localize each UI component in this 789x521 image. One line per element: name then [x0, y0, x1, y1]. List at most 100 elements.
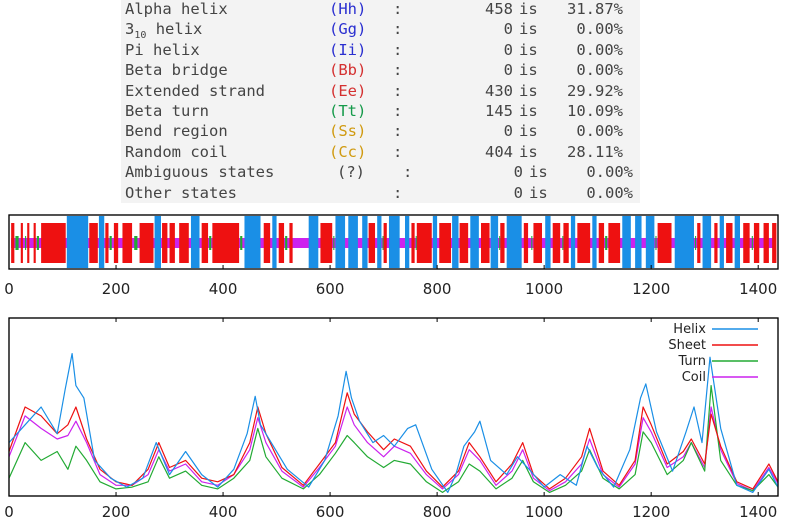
helix-segment	[622, 216, 631, 268]
stats-row: Beta bridge (Bb): 0 is 0.00%	[121, 60, 640, 80]
stats-row: Random coil (Cc): 404 is 28.11%	[121, 142, 640, 162]
residue-count: 0	[503, 122, 513, 141]
structure-name: Alpha helix	[125, 0, 228, 18]
x-tick-label: 800	[423, 280, 452, 298]
strand-segment	[743, 223, 750, 263]
stats-row: Pi helix (Ii): 0 is 0.00%	[121, 40, 640, 60]
strand-segment	[577, 223, 591, 263]
percentage: 0.00%	[576, 40, 623, 59]
legend-label-helix: Helix	[673, 322, 706, 337]
helix-segment	[645, 216, 655, 268]
turn-segment	[415, 236, 417, 250]
helix-segment	[272, 216, 277, 268]
separator-colon: :	[393, 122, 403, 141]
x-tick-label: 0	[4, 503, 14, 521]
turn-segment	[562, 236, 564, 250]
strand-segment	[439, 223, 452, 263]
structure-name: Pi helix	[125, 40, 200, 59]
strand-segment	[598, 223, 605, 263]
residue-count: 145	[485, 102, 513, 120]
separator-colon: :	[393, 183, 403, 202]
turn-segment	[531, 236, 533, 250]
stats-row: Ambiguous states (?): 0 is 0.00%	[121, 162, 640, 182]
helix-segment	[244, 216, 261, 268]
strand-segment	[289, 223, 293, 263]
separator-colon: :	[393, 20, 403, 39]
strand-segment	[563, 223, 569, 263]
percentage: 0.00%	[586, 163, 633, 182]
x-tick-label: 1000	[525, 280, 563, 298]
helix-segment	[490, 216, 499, 268]
residue-count: 0	[503, 61, 513, 80]
helix-segment	[377, 216, 382, 268]
residue-count: 0	[503, 20, 513, 39]
strand-segment	[608, 223, 621, 263]
strand-segment	[162, 223, 168, 263]
separator-colon: :	[393, 40, 403, 59]
helix-segment	[362, 216, 368, 268]
series-line-helix	[8, 353, 779, 493]
helix-segment	[335, 216, 346, 268]
structure-name: Beta bridge	[125, 61, 228, 80]
strand-segment	[212, 223, 240, 263]
separator-colon: :	[393, 61, 403, 80]
turn-segment	[382, 236, 384, 250]
is-label: is	[519, 61, 538, 80]
is-label: is	[529, 183, 548, 202]
strand-segment	[714, 223, 718, 263]
helix-segment	[66, 216, 89, 268]
stats-row: Bend region (Ss): 0 is 0.00%	[121, 121, 640, 141]
structure-code: (Ss)	[329, 122, 367, 141]
structure-name: Bend region	[125, 122, 228, 141]
is-label: is	[519, 40, 538, 59]
strand-segment	[772, 223, 777, 263]
helix-segment	[734, 216, 741, 268]
x-tick-label: 400	[209, 280, 238, 298]
x-tick-label: 1400	[739, 280, 777, 298]
strand-segment	[416, 223, 432, 263]
strand-segment	[480, 223, 490, 263]
strand-segment	[320, 223, 333, 263]
strand-segment	[105, 223, 109, 263]
turn-segment	[25, 236, 27, 250]
helix-segment	[98, 216, 105, 268]
strand-segment	[89, 223, 98, 263]
residue-count: 0	[503, 40, 513, 59]
helix-segment	[470, 216, 479, 268]
structure-code: (Cc)	[329, 142, 367, 161]
turn-segment	[134, 236, 138, 250]
strand-segment	[500, 223, 505, 263]
is-label: is	[519, 122, 538, 141]
structure-name: Ambiguous states	[125, 163, 275, 182]
separator-colon: :	[393, 102, 403, 120]
strand-segment	[263, 223, 271, 263]
structure-name: 310 helix	[125, 20, 203, 42]
strand-segment	[368, 223, 376, 263]
is-label: is	[519, 142, 538, 161]
stats-row: Other states: 0 is 0.00%	[121, 183, 640, 203]
strand-segment	[278, 223, 285, 263]
is-label: is	[529, 163, 548, 182]
separator-colon: :	[403, 163, 413, 182]
x-tick-label: 1200	[632, 280, 670, 298]
helix-segment	[452, 216, 459, 268]
legend-label-coil: Coil	[682, 370, 706, 385]
structure-name: Beta turn	[125, 102, 209, 120]
residue-count: 0	[513, 183, 523, 202]
percentage: 0.00%	[576, 61, 623, 80]
strand-segment	[533, 223, 543, 263]
strand-segment	[11, 223, 15, 263]
helix-segment	[592, 216, 597, 268]
turn-segment	[751, 236, 753, 250]
x-tick-label: 600	[316, 503, 345, 521]
strand-segment	[726, 223, 733, 263]
percentage: 31.87%	[567, 0, 623, 18]
helix-segment	[405, 216, 410, 268]
structure-code: (Tt)	[329, 102, 367, 120]
percentage: 0.00%	[576, 122, 623, 141]
strand-segment	[411, 223, 415, 263]
turn-segment	[240, 236, 243, 250]
helix-segment	[570, 216, 576, 268]
helix-segment	[308, 216, 319, 268]
structure-code: (Ii)	[329, 40, 367, 59]
